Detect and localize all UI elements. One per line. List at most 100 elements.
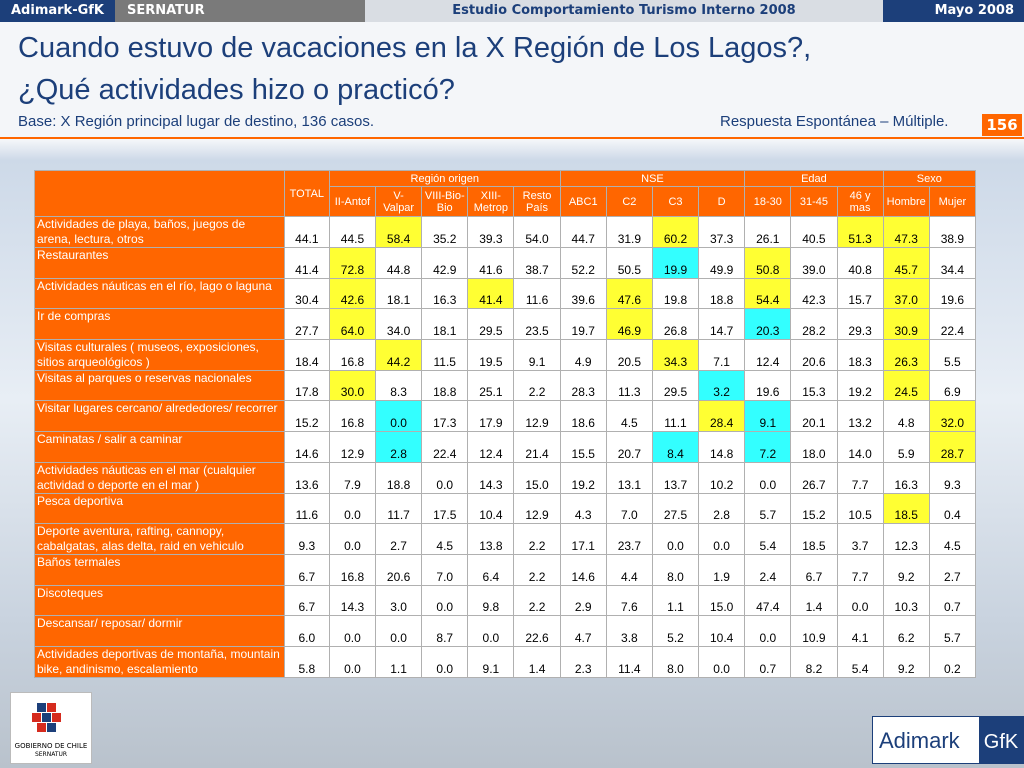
cell: 30.9 [882, 308, 930, 340]
cell: 37.3 [698, 216, 746, 248]
cell: 7.9 [328, 461, 377, 494]
data-row: Pesca deportiva 11.6 0.0 11.7 17.5 10.4 12.9 4.… [34, 492, 977, 525]
cell: 14.6 [283, 430, 330, 463]
cell: 0.7 [928, 584, 977, 617]
cell: 18.6 [559, 400, 607, 432]
data-row: Deporte aventura, rafting, cannopy, caba… [34, 523, 977, 556]
cell: 5.4 [744, 523, 792, 556]
cell: 10.2 [698, 461, 746, 494]
cell: 2.2 [513, 554, 561, 586]
corner [34, 170, 285, 217]
cell: 34.4 [928, 247, 977, 279]
cell: 15.2 [283, 400, 330, 432]
cell: 9.1 [467, 645, 515, 678]
cell: 17.3 [421, 400, 469, 432]
cell: 39.3 [467, 216, 515, 248]
cell: 18.4 [283, 338, 330, 371]
cell: 7.2 [744, 430, 792, 463]
cell: 18.5 [790, 523, 838, 556]
data-row: Actividades de playa, baños, juegos de a… [34, 216, 977, 248]
total-header: TOTAL [283, 170, 330, 217]
cell: 0.0 [744, 615, 792, 647]
cell: 4.1 [836, 615, 884, 647]
cell: 0.0 [744, 461, 792, 494]
cell: 35.2 [421, 216, 469, 248]
row-label: Visitas al parques o reservas nacionales [34, 369, 285, 402]
cell: 50.5 [605, 247, 653, 279]
cell: 19.6 [744, 369, 792, 402]
group-header: Edad [744, 170, 884, 187]
row-label: Deporte aventura, rafting, cannopy, caba… [34, 523, 285, 556]
cell: 38.9 [928, 216, 977, 248]
cell: 7.6 [605, 584, 653, 617]
title-line: ¿Qué actividades hizo o practicó? [18, 74, 455, 106]
cell: 44.2 [375, 338, 423, 371]
cell: 1.4 [513, 645, 561, 678]
column-header: ABC1 [559, 186, 607, 217]
cell: 54.4 [744, 277, 792, 310]
cell: 4.5 [421, 523, 469, 556]
cell: 2.4 [744, 554, 792, 586]
data-row: Caminatas / salir a caminar 14.6 12.9 2.8 22… [34, 430, 977, 463]
cell: 0.0 [467, 615, 515, 647]
cell: 4.9 [559, 338, 607, 371]
row-label: Discoteques [34, 584, 285, 617]
data-row: Visitas culturales ( museos, exposicione… [34, 338, 977, 371]
cell: 11.5 [421, 338, 469, 371]
cell: 38.7 [513, 247, 561, 279]
cell: 9.2 [882, 645, 930, 678]
cell: 17.9 [467, 400, 515, 432]
data-row: Actividades deportivas de montaña, mount… [34, 645, 977, 678]
cell: 72.8 [328, 247, 377, 279]
cell: 1.1 [651, 584, 700, 617]
cell: 9.1 [744, 400, 792, 432]
header-study: Estudio Comportamiento Turismo Interno 2… [365, 0, 883, 22]
cell: 1.9 [698, 554, 746, 586]
cell: 15.3 [790, 369, 838, 402]
cell: 10.4 [467, 492, 515, 525]
cell: 44.7 [559, 216, 607, 248]
cell: 60.2 [651, 216, 700, 248]
cell: 6.7 [283, 554, 330, 586]
cell: 19.2 [836, 369, 884, 402]
cell: 19.9 [651, 247, 700, 279]
cell: 44.1 [283, 216, 330, 248]
row-label: Restaurantes [34, 247, 285, 279]
cell: 6.0 [283, 615, 330, 647]
cell: 12.4 [744, 338, 792, 371]
cell: 22.4 [421, 430, 469, 463]
cell: 0.0 [328, 645, 377, 678]
cell: 0.0 [698, 523, 746, 556]
cell: 29.3 [836, 308, 884, 340]
cell: 4.7 [559, 615, 607, 647]
column-header: C3 [651, 186, 700, 217]
column-header: Mujer [928, 186, 977, 217]
brand-text: Adimark [879, 728, 961, 753]
cell: 8.2 [790, 645, 838, 678]
cell: 11.6 [513, 277, 561, 310]
cell: 6.9 [928, 369, 977, 402]
cell: 54.0 [513, 216, 561, 248]
column-header: D [698, 186, 746, 217]
cell: 19.8 [651, 277, 700, 310]
cell: 7.7 [836, 461, 884, 494]
cell: 16.3 [421, 277, 469, 310]
cell: 5.9 [882, 430, 930, 463]
cell: 4.4 [605, 554, 653, 586]
cell: 47.4 [744, 584, 792, 617]
cell: 20.6 [375, 554, 423, 586]
header-brand: Adimark-GfK [0, 0, 115, 22]
adimark-logo: Adimark GfK [872, 716, 1024, 764]
cell: 11.1 [651, 400, 700, 432]
cell: 2.8 [698, 492, 746, 525]
cell: 10.9 [790, 615, 838, 647]
cell: 51.3 [836, 216, 884, 248]
cell: 12.9 [328, 430, 377, 463]
cell: 9.3 [283, 523, 330, 556]
column-header: C2 [605, 186, 653, 217]
cell: 0.4 [928, 492, 977, 525]
cell: 45.7 [882, 247, 930, 279]
cell: 37.0 [882, 277, 930, 310]
row-label: Actividades de playa, baños, juegos de a… [34, 216, 285, 248]
